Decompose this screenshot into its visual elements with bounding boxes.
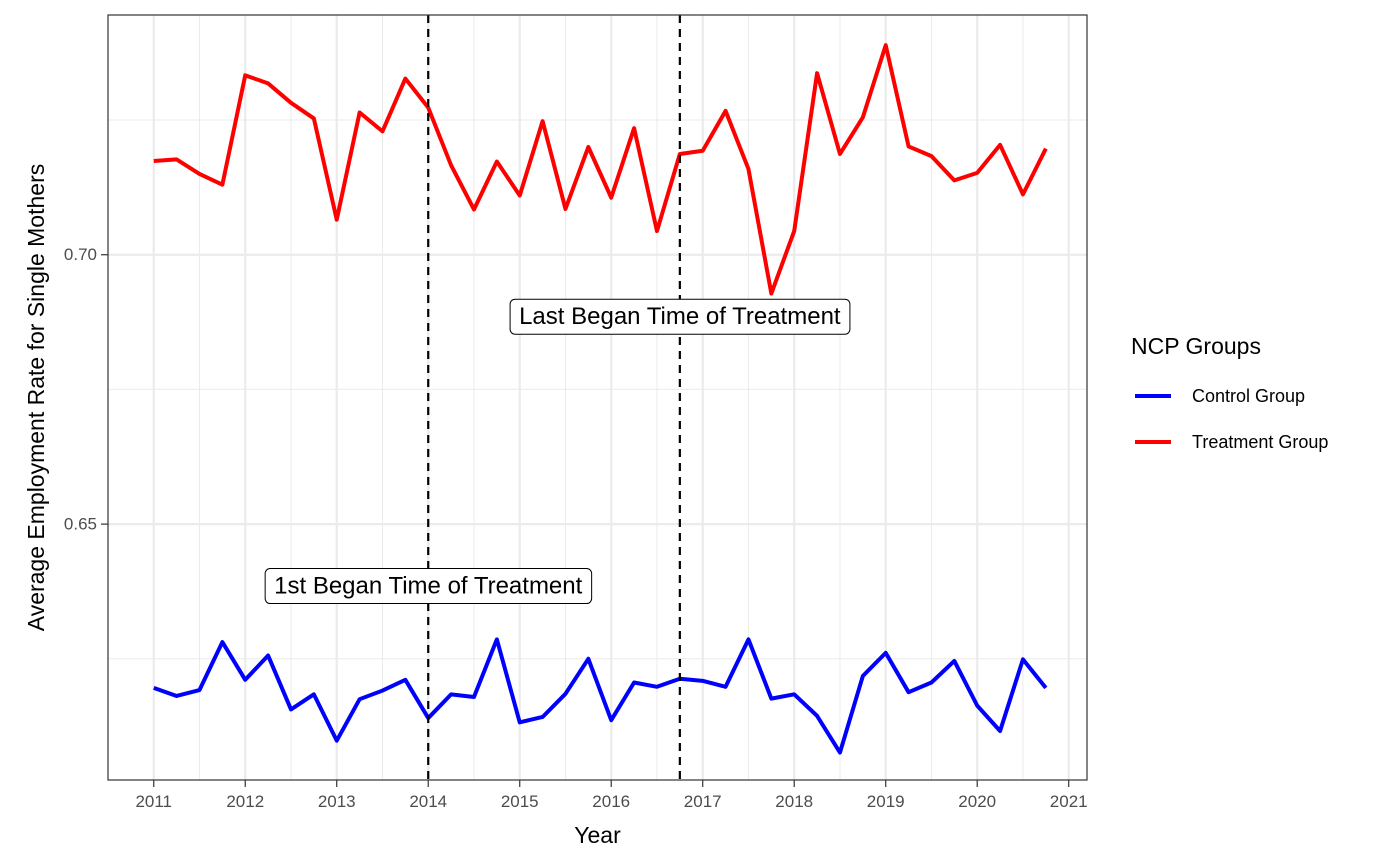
- x-tick-label: 2016: [592, 792, 630, 811]
- x-tick-label: 2018: [775, 792, 813, 811]
- vertical-reference-lines: [427, 15, 681, 780]
- x-tick-label: 2021: [1050, 792, 1088, 811]
- legend-label-control-group: Control Group: [1192, 386, 1305, 406]
- y-axis-title: Average Employment Rate for Single Mothe…: [23, 164, 49, 631]
- annotation-text: 1st Began Time of Treatment: [274, 573, 582, 600]
- minor-gridlines: [108, 15, 1087, 780]
- annotation-box: [509, 298, 851, 335]
- x-tick-label: 2013: [318, 792, 356, 811]
- x-tick-label: 2020: [958, 792, 996, 811]
- plot-panel-border: [107, 14, 1088, 781]
- major-gridlines: [108, 15, 1087, 780]
- series-line-control-group: [153, 637, 1048, 755]
- legend-label-treatment-group: Treatment Group: [1192, 432, 1328, 452]
- y-tick-label: 0.65: [64, 515, 97, 534]
- y-axis: 0.65 0.70: [64, 245, 108, 534]
- x-tick-label: 2012: [226, 792, 264, 811]
- annotation-label: 1st Began Time of Treatment: [264, 568, 593, 605]
- annotation-box: [264, 568, 593, 605]
- legend: NCP Groups Control Group Treatment Group: [1131, 333, 1328, 452]
- legend-title: NCP Groups: [1131, 333, 1261, 359]
- x-tick-label: 2014: [409, 792, 447, 811]
- x-axis-title: Year: [574, 822, 621, 848]
- x-tick-label: 2011: [135, 792, 172, 811]
- annotations: 1st Began Time of Treatment Last Began Ti…: [264, 298, 851, 605]
- x-tick-label: 2017: [684, 792, 722, 811]
- series-line-treatment-group: [153, 43, 1048, 296]
- y-tick-label: 0.70: [64, 245, 97, 264]
- x-tick-label: 2019: [867, 792, 905, 811]
- x-tick-label: 2015: [501, 792, 539, 811]
- annotation-label: Last Began Time of Treatment: [509, 298, 851, 335]
- annotation-text: Last Began Time of Treatment: [519, 303, 841, 330]
- series-layer: [153, 43, 1048, 755]
- x-axis: 2011 2012 2013 2014 2015 2016 2017 2018 2019 2020…: [135, 780, 1088, 811]
